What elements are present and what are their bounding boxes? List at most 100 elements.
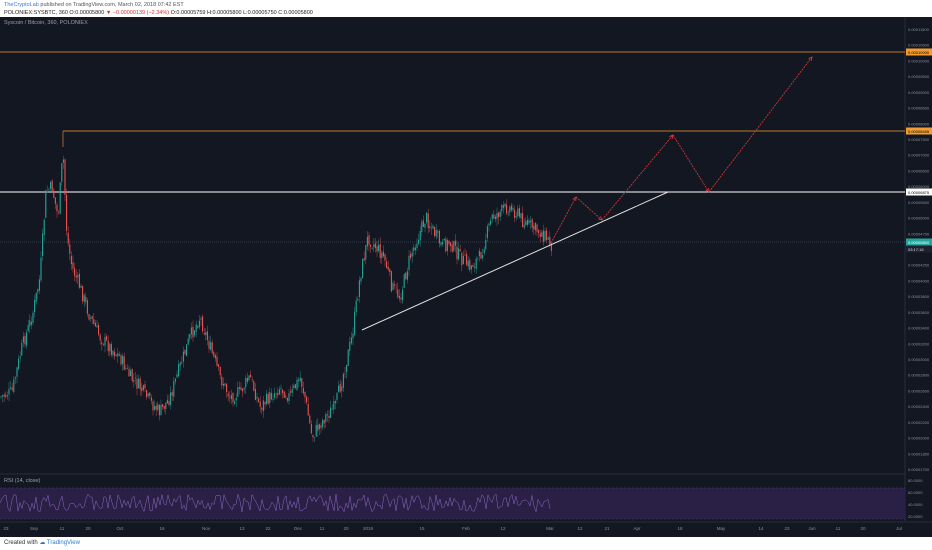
candle-body (480, 252, 482, 259)
candle-body (243, 388, 245, 390)
candle-body (144, 384, 146, 389)
candle-body (291, 388, 293, 393)
candle-body (94, 322, 96, 327)
candle-body (421, 221, 423, 233)
candle-body (26, 332, 28, 346)
tradingview-logo[interactable]: ☁ TradingView (39, 540, 80, 546)
candle-body (210, 342, 212, 350)
candle-body (34, 300, 36, 313)
projection-segment (601, 134, 674, 221)
candle-body (456, 246, 458, 260)
candle-body (184, 349, 186, 355)
candle-body (344, 373, 346, 375)
candle-body (96, 325, 98, 328)
candle-body (189, 334, 191, 339)
candle-body (62, 159, 64, 163)
candle-body (302, 388, 304, 394)
candle-body (490, 220, 492, 225)
candle-body (78, 273, 80, 288)
candle-body (342, 373, 344, 388)
candle-body (168, 401, 170, 406)
symbol-text: POLONIEX:SYSBTC, 360 (4, 10, 68, 16)
candle-body (467, 260, 469, 267)
price-tick-label: 0.00011500 (908, 27, 930, 32)
candle-body (410, 253, 412, 258)
chart-area[interactable]: 0.00011500 0.00010500 0.00010000 0.00009500… (0, 17, 932, 537)
candle-body (394, 284, 396, 286)
price-tag-upper: 0.00008495 (908, 129, 930, 134)
candle-body (157, 404, 159, 410)
candle-body (362, 259, 364, 279)
candle-body (365, 245, 367, 260)
price-tick-label: 0.00006000 (908, 184, 930, 189)
candle-body (448, 240, 450, 245)
candle-body (515, 216, 517, 218)
candle-body (354, 311, 356, 335)
candle-body (278, 389, 280, 395)
candle-body (136, 378, 138, 389)
candle-body (533, 225, 535, 230)
change-text: ▼ −0.00000139 (−2.34%) (104, 10, 170, 16)
candle-body (269, 392, 271, 404)
candle-body (227, 393, 229, 397)
time-tick-label: May (717, 526, 726, 531)
candle-body (40, 257, 42, 281)
candle-body (306, 396, 308, 403)
candle-body (214, 355, 216, 359)
candle-body (46, 191, 48, 192)
candle-body (546, 230, 548, 240)
chart-header: TheCryptoLab published on TradingView.co… (0, 0, 932, 17)
candle-body (357, 298, 359, 301)
candle-body (160, 404, 162, 416)
candle-body (102, 343, 104, 345)
candle-body (451, 244, 453, 252)
candle-body (222, 383, 224, 386)
candle-body (398, 296, 400, 299)
candle-body (24, 335, 26, 345)
candle-body (333, 401, 335, 410)
price-tick-label: 0.00010500 (908, 43, 930, 48)
candle-body (61, 163, 63, 182)
time-tick-label: Jul (896, 526, 902, 531)
projection-segment (550, 196, 577, 244)
candle-body (251, 379, 253, 380)
candle-body (206, 331, 208, 341)
candle-body (474, 267, 476, 268)
candle-body (131, 368, 133, 381)
candle-body (262, 400, 264, 412)
candle-body (123, 356, 125, 370)
candle-body (54, 197, 56, 204)
candle-body (99, 334, 101, 341)
candle-body (317, 424, 319, 431)
candle-body (187, 338, 189, 345)
time-tick-label: Mar (546, 526, 554, 531)
candle-body (430, 227, 432, 229)
time-tick-label: Oct (116, 526, 124, 531)
candle-body (248, 375, 250, 381)
candle-body (358, 280, 360, 298)
price-tick-label: 0.00009000 (908, 90, 930, 95)
price-tick-label: 0.00003400 (908, 326, 930, 331)
projection-segment (575, 196, 603, 221)
publication-line: TheCryptoLab published on TradingView.co… (4, 1, 928, 9)
candle-body (82, 285, 84, 302)
candle-body (280, 387, 282, 389)
candle-body (250, 374, 252, 378)
candle-body (277, 393, 279, 396)
time-tick-label: Apr (633, 526, 641, 531)
candle-body (510, 205, 512, 211)
candle-body (544, 231, 546, 241)
candle-body (507, 213, 509, 215)
candle-body (203, 333, 205, 335)
candle-body (195, 324, 197, 332)
candle-body (211, 342, 213, 354)
price-chart-svg[interactable]: 0.00011500 0.00010500 0.00010000 0.00009500… (0, 17, 932, 537)
candle-body (229, 397, 231, 398)
rsi-tick-label: 80.0000 (908, 478, 923, 483)
candle-body (283, 391, 285, 398)
candle-body (440, 242, 442, 246)
author-link[interactable]: TheCryptoLab (4, 2, 39, 8)
candle-body (435, 230, 437, 237)
time-tick-label: 23 (3, 526, 9, 531)
candle-body (534, 222, 536, 231)
